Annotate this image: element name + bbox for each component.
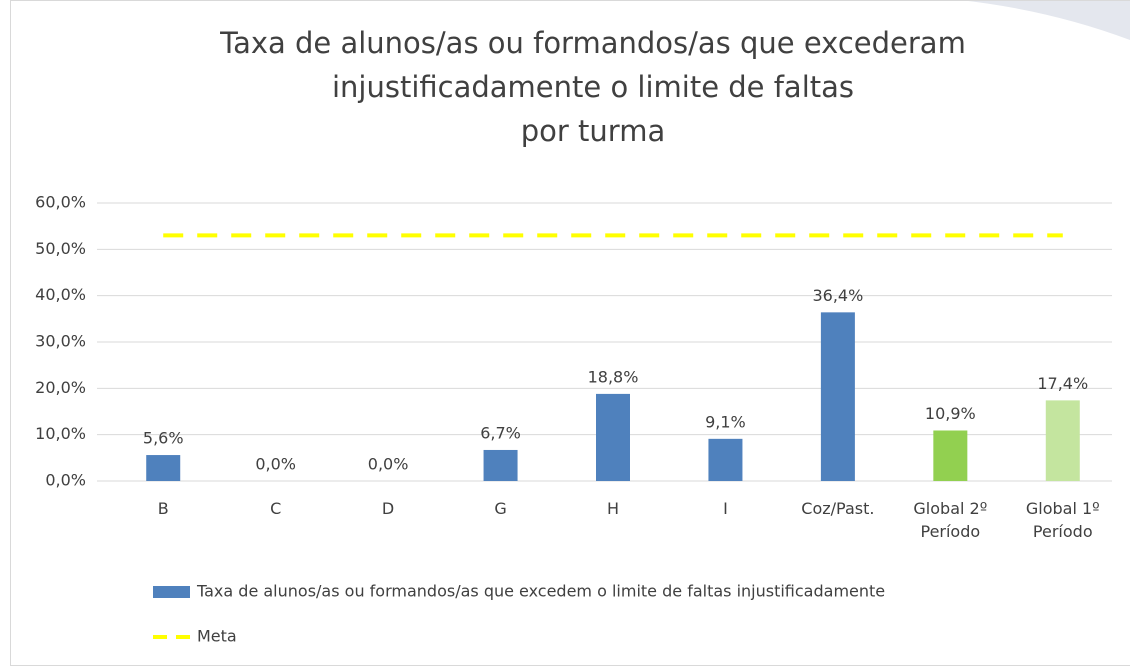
y-tick-label: 30,0% [35, 332, 86, 351]
x-tick-label: Global 1º Período [1025, 499, 1100, 541]
bar [596, 393, 630, 481]
bar [1045, 400, 1080, 481]
x-tick-label: B [157, 499, 169, 518]
data-label: 17,4% [1037, 374, 1088, 393]
y-tick-label: 40,0% [35, 285, 86, 304]
x-tick-label: H [606, 499, 619, 518]
data-label: 6,7% [480, 423, 521, 442]
legend-swatch [153, 586, 190, 598]
y-tick-label: 10,0% [35, 424, 86, 443]
decoration [960, 0, 1130, 40]
x-tick-label: Global 2º Período [913, 499, 988, 541]
data-label: 9,1% [705, 412, 746, 431]
data-label: 10,9% [925, 404, 976, 423]
x-tick-label: I [723, 499, 728, 518]
bar [146, 455, 181, 481]
x-tick-label: G [494, 499, 507, 518]
chart-title: Taxa de alunos/as ou formandos/as que ex… [219, 26, 966, 60]
x-tick-label: D [381, 499, 395, 518]
data-label: 18,8% [588, 367, 639, 386]
y-tick-label: 0,0% [45, 471, 86, 490]
y-tick-label: 20,0% [35, 378, 86, 397]
x-tick-label: Coz/Past. [801, 499, 875, 518]
bar [933, 430, 968, 481]
chart-title: injustificadamente o limite de faltas [332, 70, 854, 104]
x-tick-label: C [270, 499, 282, 518]
bar [483, 449, 518, 481]
data-label: 0,0% [255, 455, 296, 474]
legend-label: Taxa de alunos/as ou formandos/as que ex… [196, 582, 885, 601]
bar [820, 312, 855, 481]
chart-title: por turma [521, 114, 665, 148]
data-label: 5,6% [143, 429, 184, 448]
y-tick-label: 50,0% [35, 239, 86, 258]
bar [708, 438, 743, 481]
data-label: 36,4% [812, 286, 863, 305]
data-label: 0,0% [368, 455, 409, 474]
legend-label: Meta [197, 627, 237, 646]
y-tick-label: 60,0% [35, 193, 86, 212]
